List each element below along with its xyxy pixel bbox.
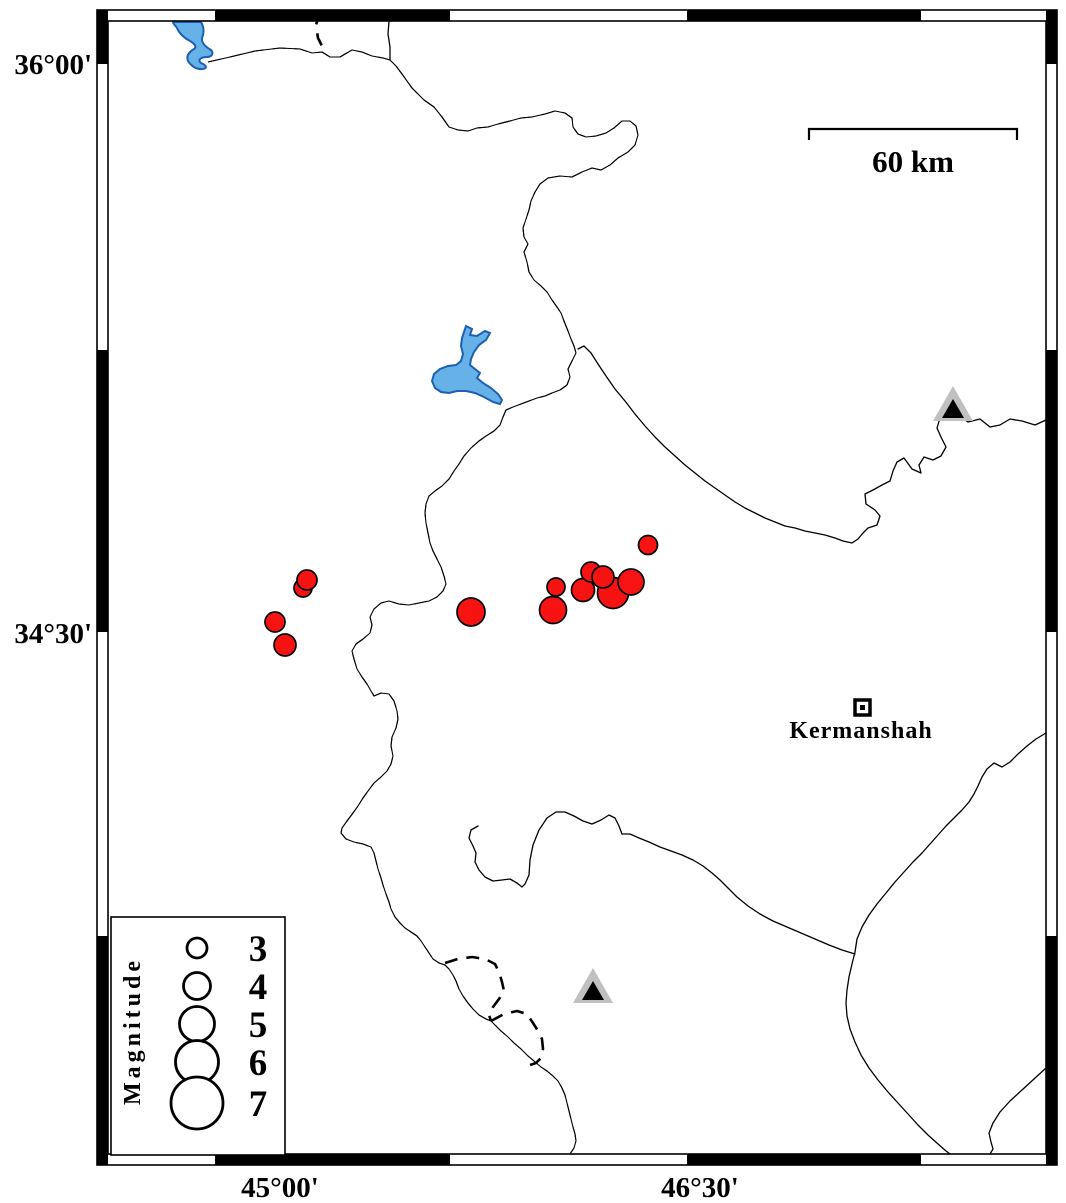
earthquake-marker <box>538 595 568 625</box>
border-dashed-loop-1 <box>444 955 506 1022</box>
station-triangle-core <box>942 399 964 418</box>
rivers <box>387 20 1047 1155</box>
earthquake-marker <box>617 568 645 596</box>
frame-tick-black <box>1046 350 1057 632</box>
lake-north <box>171 21 214 71</box>
lat-label-34-30: 34°30' <box>14 618 92 650</box>
legend-mag-label: 4 <box>249 967 268 1008</box>
river-corner <box>988 1067 1047 1155</box>
frame-tick-black <box>97 10 108 64</box>
station-triangle-core <box>582 981 604 1000</box>
frame-tick-black <box>215 1154 450 1165</box>
frame-band-top <box>97 10 1057 21</box>
river-southeast <box>845 732 1047 1155</box>
frame-tick-black <box>97 936 108 1165</box>
legend-circle <box>169 1075 225 1131</box>
river-southwest <box>468 811 856 955</box>
earthquake-marker <box>264 611 286 633</box>
frame-tick-black <box>1046 10 1057 64</box>
legend-circle <box>185 936 209 960</box>
frame-outer-line <box>96 9 1058 1166</box>
legend-mag-label: 7 <box>249 1084 268 1125</box>
frame-tick-black <box>1046 936 1057 1165</box>
lon-label-46-30: 46°30' <box>661 1172 739 1203</box>
lon-label-45-00: 45°00' <box>241 1172 319 1203</box>
legend-mag-label: 6 <box>249 1043 268 1084</box>
river-top-connector <box>387 20 391 61</box>
legend-circle <box>178 1005 216 1043</box>
earthquake-marker <box>637 534 659 556</box>
frame-inner-line <box>107 20 1047 1155</box>
scale-bar-label: 60 km <box>872 144 954 179</box>
station-markers <box>573 386 973 1003</box>
lake-central <box>430 324 504 406</box>
scale-bar: 60 km <box>807 127 1019 179</box>
frame-tick-black <box>687 1154 921 1165</box>
frame-tick-black <box>215 10 450 21</box>
border-dashed-loop-2 <box>490 1009 545 1067</box>
earthquake-marker <box>273 633 297 657</box>
legend-mag-label: 3 <box>249 929 268 970</box>
scale-bar-line <box>807 127 1019 140</box>
earthquake-marker <box>591 565 615 589</box>
axis-annotations: 36°00' 34°30' 45°00' 46°30' <box>14 49 738 1203</box>
map-frame <box>96 9 1058 1166</box>
frame-band-bottom <box>97 1154 1057 1165</box>
earthquake-marker <box>296 569 318 591</box>
lakes <box>171 21 504 406</box>
city-square-core <box>860 705 865 710</box>
lat-label-36-00: 36°00' <box>14 49 92 81</box>
frame-tick-black <box>687 10 921 21</box>
earthquake-markers <box>264 534 659 657</box>
legend-mag-label: 5 <box>249 1005 268 1046</box>
frame-tick-black <box>97 350 108 632</box>
legend-circle <box>182 971 212 1001</box>
legend-title: Magnitude <box>120 957 146 1105</box>
city-label: Kermanshah <box>789 718 932 744</box>
earthquake-marker <box>456 597 486 627</box>
river-northeast <box>577 345 1047 544</box>
city-kermanshah: Kermanshah <box>789 698 932 744</box>
earthquake-marker <box>546 577 566 597</box>
